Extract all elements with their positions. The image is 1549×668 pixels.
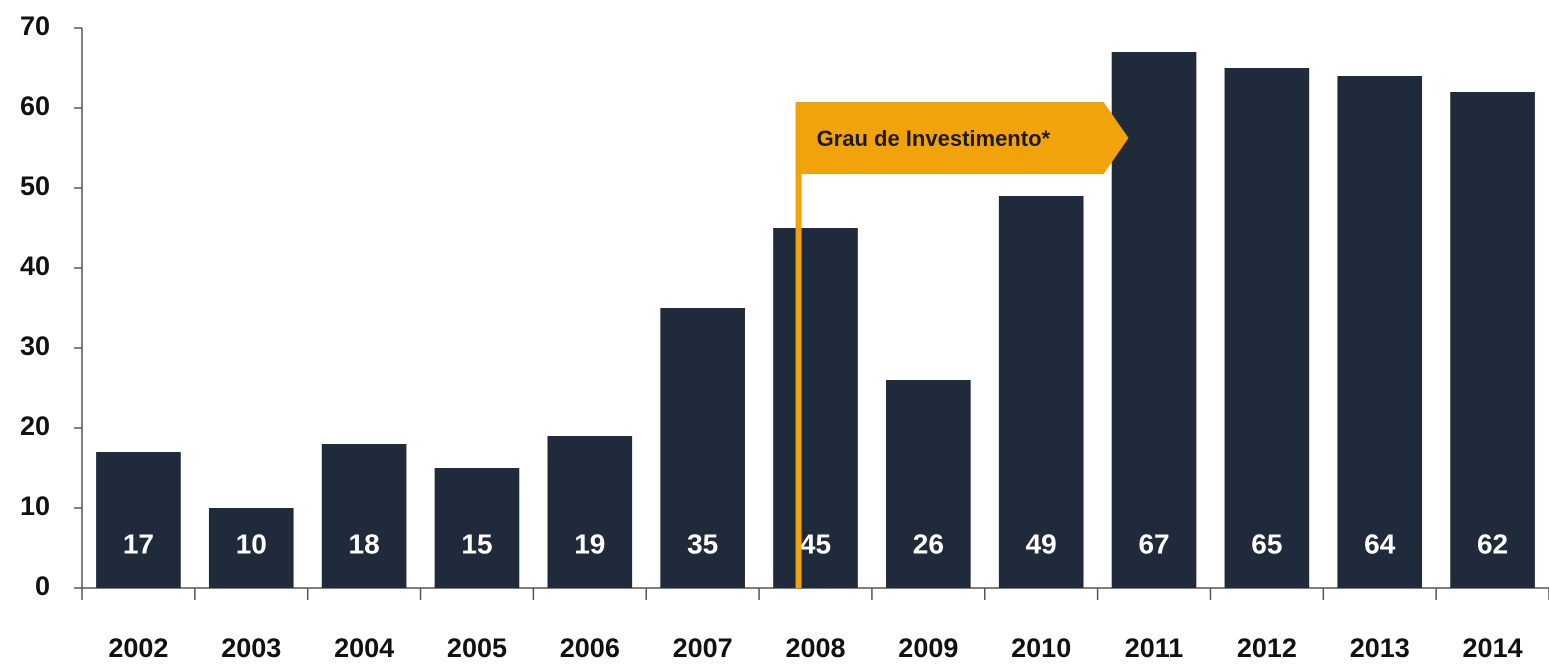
- data-label: 49: [1026, 528, 1057, 559]
- bar: [886, 380, 971, 588]
- x-tick-label: 2002: [108, 633, 168, 663]
- bar: [547, 436, 633, 588]
- bar: [434, 468, 520, 588]
- x-tick-label: 2009: [898, 633, 958, 663]
- x-tick-label: 2014: [1463, 633, 1523, 663]
- data-label: 15: [461, 528, 492, 559]
- y-tick-label: 10: [20, 491, 50, 521]
- x-tick-label: 2007: [673, 633, 733, 663]
- y-tick-label: 70: [20, 11, 50, 41]
- x-tick-label: 2013: [1350, 633, 1410, 663]
- y-tick-label: 40: [20, 251, 50, 281]
- bar: [96, 452, 181, 588]
- bar: [208, 508, 294, 588]
- annotation-text: Grau de Investimento*: [817, 126, 1051, 151]
- bar: [1450, 92, 1535, 588]
- annotation-flag: [795, 102, 1129, 174]
- x-tick-label: 2005: [447, 633, 507, 663]
- data-label: 65: [1251, 528, 1282, 559]
- bar: [998, 196, 1084, 588]
- bar: [1224, 68, 1310, 588]
- x-tick-label: 2008: [785, 633, 845, 663]
- bar: [773, 228, 858, 588]
- x-tick-label: 2004: [334, 633, 394, 663]
- data-label: 45: [800, 528, 831, 559]
- x-tick-label: 2012: [1237, 633, 1297, 663]
- y-tick-label: 0: [35, 571, 50, 601]
- data-label: 10: [236, 528, 267, 559]
- x-tick-label: 2003: [221, 633, 281, 663]
- data-label: 19: [574, 528, 605, 559]
- x-tick-label: 2006: [560, 633, 620, 663]
- bar: [1337, 76, 1423, 588]
- data-label: 35: [687, 528, 718, 559]
- data-label: 18: [349, 528, 380, 559]
- data-label: 17: [123, 528, 154, 559]
- y-tick-label: 20: [20, 411, 50, 441]
- data-label: 64: [1364, 528, 1396, 559]
- bar: [321, 444, 407, 588]
- bar: [660, 308, 745, 588]
- x-tick-label: 2011: [1125, 633, 1184, 663]
- y-tick-label: 30: [20, 331, 50, 361]
- x-tick-label: 2010: [1011, 633, 1071, 663]
- data-label: 67: [1138, 528, 1169, 559]
- y-tick-label: 60: [20, 91, 50, 121]
- data-label: 26: [913, 528, 944, 559]
- y-tick-label: 50: [20, 171, 50, 201]
- data-label: 62: [1477, 528, 1508, 559]
